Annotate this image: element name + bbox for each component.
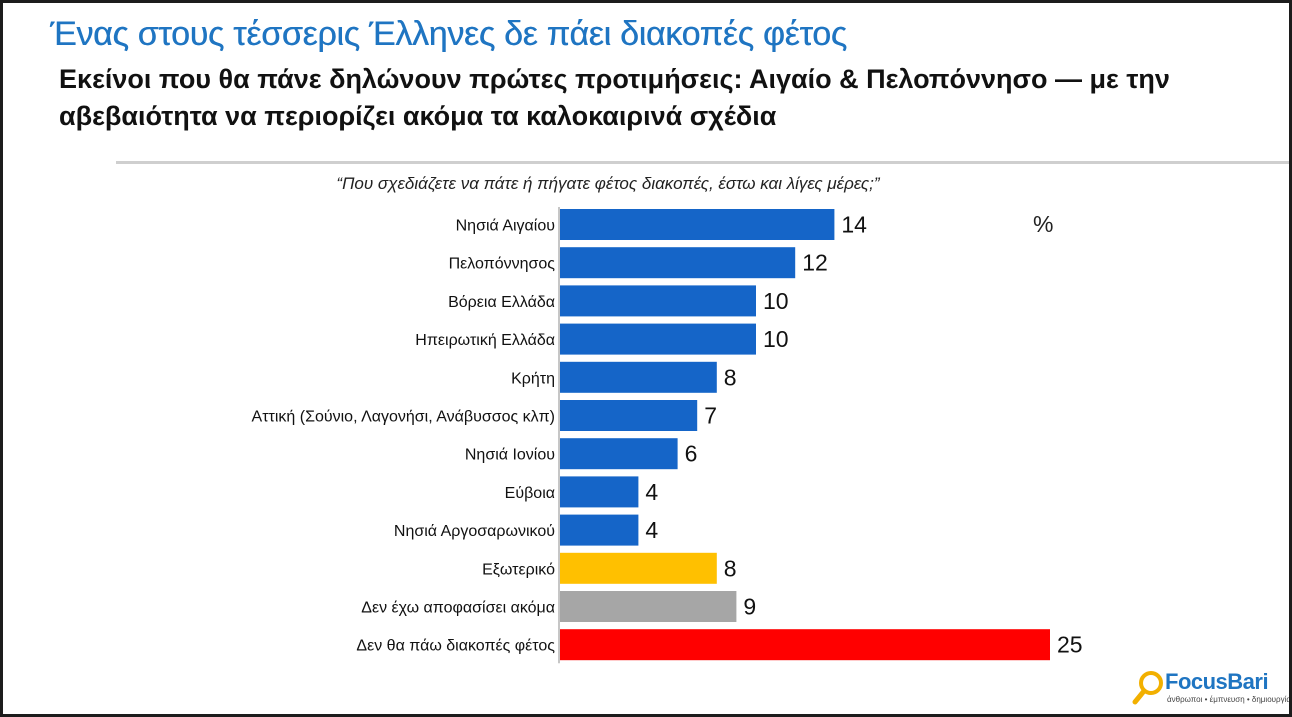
bar xyxy=(560,323,756,355)
bar xyxy=(560,552,717,584)
bar xyxy=(560,285,756,317)
value-label: 10 xyxy=(763,326,789,352)
value-label: 4 xyxy=(645,517,658,543)
category-label: Δεν έχω αποφασίσει ακόμα xyxy=(361,600,555,617)
bar-chart: Νησιά Αιγαίου 14 Πελοπόννησος 12 Βόρεια Ελλά… xyxy=(252,207,1083,664)
value-label: 6 xyxy=(685,441,698,467)
bar xyxy=(560,514,639,546)
page-title: Ένας στους τέσσερις Έλληνες δε πάει διακ… xyxy=(50,15,847,53)
bar xyxy=(560,361,717,393)
value-label: 8 xyxy=(724,364,737,390)
bar xyxy=(560,476,639,508)
value-label: 12 xyxy=(802,250,828,276)
magnifier-icon xyxy=(1132,671,1163,705)
category-label: Νησιά Αργοσαρωνικού xyxy=(394,523,555,540)
category-label: Εξωτερικό xyxy=(482,561,555,578)
brand-name: FocusBari xyxy=(1165,669,1269,694)
bar xyxy=(560,209,835,240)
value-label: 7 xyxy=(704,403,717,429)
unit-label: % xyxy=(1033,211,1054,237)
category-label: Νησιά Αιγαίου xyxy=(456,218,555,235)
value-label: 14 xyxy=(841,212,867,238)
bar xyxy=(560,629,1050,661)
slide: Ένας στους τέσσερις Έλληνες δε πάει διακ… xyxy=(3,3,1289,714)
bar xyxy=(560,438,678,470)
category-label: Πελοπόννησος xyxy=(449,256,556,273)
category-label: Δεν θα πάω διακοπές φέτος xyxy=(356,638,555,655)
brand-logo: FocusBari άνθρωποι • έμπνευση • δημιουργ… xyxy=(1131,667,1289,711)
value-label: 9 xyxy=(743,594,756,620)
bar xyxy=(560,591,737,622)
bar xyxy=(560,247,796,279)
category-label: Ηπειρωτική Ελλάδα xyxy=(415,332,555,349)
category-label: Νησιά Ιονίου xyxy=(465,447,555,464)
category-label: Βόρεια Ελλάδα xyxy=(448,294,555,311)
brand-tagline: άνθρωποι • έμπνευση • δημιουργία xyxy=(1167,695,1289,704)
value-label: 25 xyxy=(1057,632,1083,658)
value-label: 8 xyxy=(724,555,737,581)
bar xyxy=(560,400,698,431)
category-label: Αττική (Σούνιο, Λαγονήσι, Ανάβυσσος κλπ) xyxy=(252,409,555,426)
category-label: Εύβοια xyxy=(505,485,555,502)
page-subtitle: Εκείνοι που θα πάνε δηλώνουν πρώτες προτ… xyxy=(59,64,1170,131)
chart-question: “Που σχεδιάζετε να πάτε ή πήγατε φέτος δ… xyxy=(336,174,880,193)
value-label: 4 xyxy=(645,479,658,505)
category-label: Κρήτη xyxy=(511,370,555,387)
value-label: 10 xyxy=(763,288,789,314)
title-divider xyxy=(116,161,1289,164)
